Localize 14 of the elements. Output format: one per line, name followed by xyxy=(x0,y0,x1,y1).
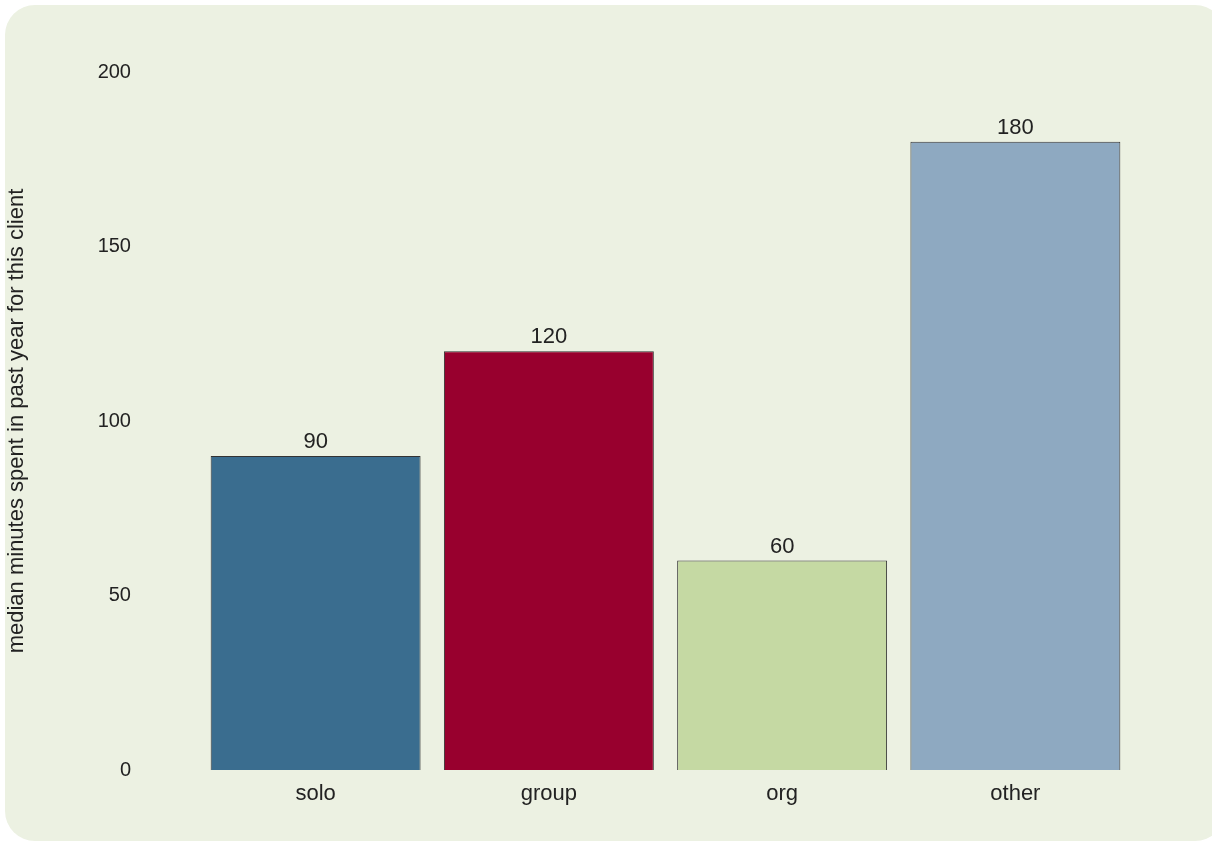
x-tick-label: group xyxy=(520,780,578,806)
y-tick-label: 100 xyxy=(97,408,131,431)
y-axis-title: median minutes spent in past year for this client xyxy=(3,188,29,654)
x-tick-label: solo xyxy=(295,780,336,806)
y-tick-label: 50 xyxy=(108,583,131,606)
data-label: 120 xyxy=(530,323,568,349)
data-label: 60 xyxy=(769,532,795,558)
data-label: 90 xyxy=(303,427,328,453)
data-label: 180 xyxy=(997,113,1034,139)
y-tick-label: 0 xyxy=(119,757,131,780)
x-tick-label: org xyxy=(766,780,799,806)
y-tick-label: 150 xyxy=(97,234,131,257)
x-tick-label: other xyxy=(990,780,1041,806)
y-tick-label: 200 xyxy=(97,59,131,82)
